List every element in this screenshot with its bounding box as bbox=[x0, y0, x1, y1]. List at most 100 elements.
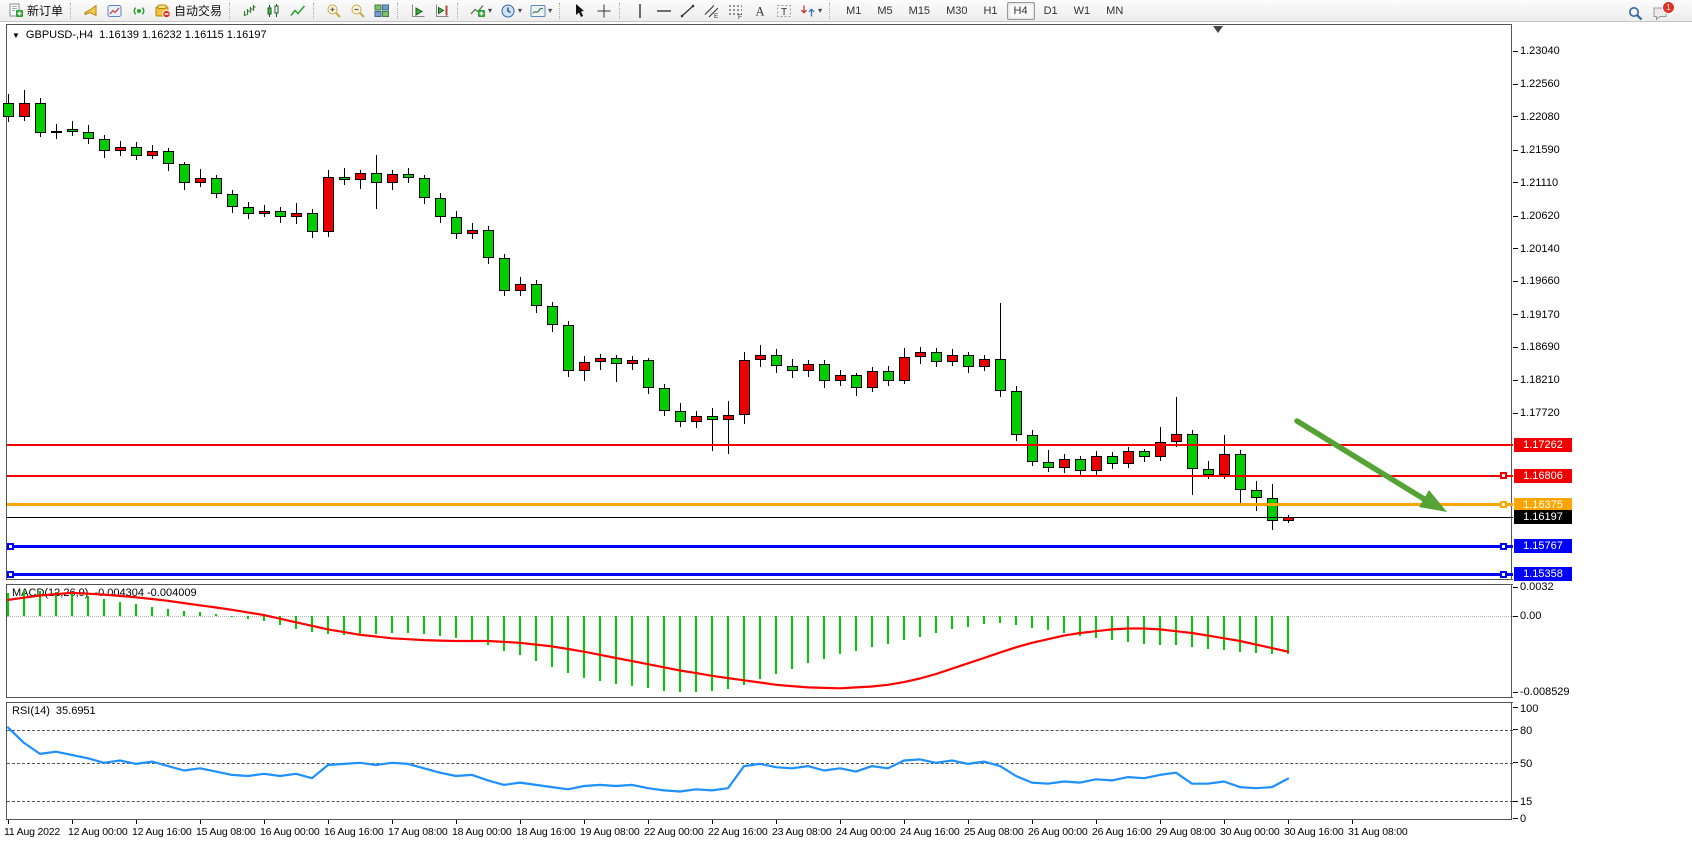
macd-histogram-bar bbox=[887, 616, 889, 644]
candle bbox=[1171, 433, 1182, 442]
time-axis-label: 22 Aug 16:00 bbox=[708, 826, 768, 838]
sound-alert-button[interactable] bbox=[79, 0, 103, 23]
macd-histogram-bar bbox=[823, 616, 825, 659]
search-icon bbox=[1627, 5, 1644, 22]
chat-button[interactable]: 1 bbox=[1648, 0, 1686, 25]
dropdown-arrow-icon[interactable]: ▾ bbox=[518, 6, 523, 15]
auto-scroll-button[interactable] bbox=[406, 0, 430, 23]
equidistant-channel-button[interactable]: E bbox=[700, 0, 724, 23]
trendline-button[interactable] bbox=[676, 0, 700, 23]
time-tick bbox=[776, 820, 777, 824]
macd-histogram-bar bbox=[807, 616, 809, 664]
line-chart-button[interactable] bbox=[286, 0, 310, 23]
time-axis-label: 16 Aug 00:00 bbox=[260, 826, 320, 838]
price-level-line[interactable] bbox=[7, 474, 1513, 477]
macd-histogram-bar bbox=[1143, 616, 1145, 644]
toolbar-separator bbox=[70, 2, 75, 19]
candle bbox=[547, 305, 558, 325]
text-label-button[interactable]: T bbox=[772, 0, 796, 23]
price-level-line[interactable] bbox=[7, 544, 1513, 548]
time-axis-label: 18 Aug 16:00 bbox=[516, 826, 576, 838]
price-axis-label: 1.20140 bbox=[1520, 242, 1560, 255]
price-axis-tick bbox=[1513, 216, 1518, 217]
zoom-out-button[interactable] bbox=[346, 0, 370, 23]
price-level-line[interactable] bbox=[7, 503, 1513, 507]
autotrading-button[interactable]: 自动交易 bbox=[151, 0, 226, 23]
timeframe-m30-button[interactable]: M30 bbox=[946, 4, 968, 17]
price-level-line[interactable] bbox=[7, 516, 1513, 518]
timeframe-d1-button[interactable]: D1 bbox=[1043, 4, 1058, 17]
price-axis-label: 1.20620 bbox=[1520, 210, 1560, 223]
level-handle[interactable] bbox=[1500, 472, 1507, 480]
arrows-button[interactable]: ▾ bbox=[796, 0, 826, 23]
crosshair-button[interactable] bbox=[592, 0, 616, 23]
candle bbox=[979, 358, 990, 368]
chart-shift-button[interactable] bbox=[430, 0, 454, 23]
price-axis-tick bbox=[1513, 51, 1518, 52]
bar-chart-button[interactable] bbox=[238, 0, 262, 23]
level-handle[interactable] bbox=[1500, 570, 1507, 578]
candle-wick bbox=[72, 120, 73, 136]
level-handle[interactable] bbox=[1500, 501, 1507, 509]
candle bbox=[83, 131, 94, 140]
price-axis-tick bbox=[1513, 347, 1518, 348]
macd-histogram-bar bbox=[1175, 616, 1177, 646]
timeframe-w1-button[interactable]: W1 bbox=[1073, 4, 1091, 17]
timeframe-m1-button[interactable]: M1 bbox=[846, 4, 862, 17]
template-icon bbox=[530, 3, 546, 19]
candle bbox=[355, 172, 366, 181]
templates-button[interactable]: ▾ bbox=[526, 0, 556, 23]
level-handle[interactable] bbox=[7, 542, 14, 550]
vertical-line-button[interactable] bbox=[628, 0, 652, 23]
macd-values: -0.004304 -0.004009 bbox=[94, 587, 197, 599]
periods-button[interactable]: ▾ bbox=[496, 0, 526, 23]
dropdown-arrow-icon[interactable]: ▾ bbox=[818, 6, 823, 15]
zoom-in-button[interactable] bbox=[322, 0, 346, 23]
publish-chart-button[interactable] bbox=[103, 0, 127, 23]
candlestick-chart-button[interactable] bbox=[262, 0, 286, 23]
new-order-button[interactable]: 新订单 bbox=[4, 0, 67, 23]
price-axis-label: 1.19660 bbox=[1520, 275, 1560, 288]
macd-histogram-bar bbox=[599, 616, 601, 682]
candle bbox=[3, 103, 14, 118]
macd-histogram-bar bbox=[727, 616, 729, 690]
dropdown-arrow-icon[interactable]: ▾ bbox=[488, 6, 493, 15]
chart-collapse-icon[interactable]: ▼ bbox=[12, 30, 20, 40]
dropdown-arrow-icon[interactable]: ▾ bbox=[548, 6, 553, 15]
rsi-axis-tick bbox=[1513, 707, 1518, 708]
timeframe-m15-button[interactable]: M15 bbox=[908, 4, 931, 17]
price-axis-tick bbox=[1513, 314, 1518, 315]
rsi-axis-tick bbox=[1513, 762, 1518, 763]
signals-button[interactable] bbox=[127, 0, 151, 23]
line-chart-icon bbox=[290, 3, 306, 19]
indicators-button[interactable]: ▾ bbox=[466, 0, 496, 23]
candle bbox=[99, 139, 110, 151]
macd-histogram-bar bbox=[935, 616, 937, 633]
candle-wick bbox=[56, 123, 57, 139]
text-button[interactable]: A bbox=[748, 0, 772, 23]
time-axis-label: 19 Aug 08:00 bbox=[580, 826, 640, 838]
candle bbox=[1235, 454, 1246, 490]
timeframe-m5-button[interactable]: M5 bbox=[877, 4, 893, 17]
cursor-button[interactable] bbox=[568, 0, 592, 23]
macd-histogram-bar bbox=[1015, 616, 1017, 625]
time-tick bbox=[904, 820, 905, 824]
price-level-line[interactable] bbox=[7, 572, 1513, 576]
candle bbox=[259, 210, 270, 215]
timeframe-h1-button[interactable]: H1 bbox=[983, 4, 998, 17]
horizontal-line-button[interactable] bbox=[652, 0, 676, 23]
level-handle[interactable] bbox=[1500, 542, 1507, 550]
tile-windows-button[interactable] bbox=[370, 0, 394, 23]
level-handle[interactable] bbox=[7, 570, 14, 578]
timeframe-mn-button[interactable]: MN bbox=[1106, 4, 1124, 17]
time-tick bbox=[392, 820, 393, 824]
macd-histogram-bar bbox=[967, 616, 969, 627]
time-axis-label: 18 Aug 00:00 bbox=[452, 826, 512, 838]
price-level-line[interactable] bbox=[7, 443, 1513, 446]
price-axis-tick bbox=[1513, 182, 1518, 183]
timeframe-h4-button[interactable]: H4 bbox=[1006, 1, 1035, 20]
rsi-axis-label: 80 bbox=[1520, 724, 1533, 737]
time-axis-label: 30 Aug 00:00 bbox=[1220, 826, 1280, 838]
fibonacci-button[interactable]: F bbox=[724, 0, 748, 23]
search-button[interactable] bbox=[1623, 1, 1648, 25]
